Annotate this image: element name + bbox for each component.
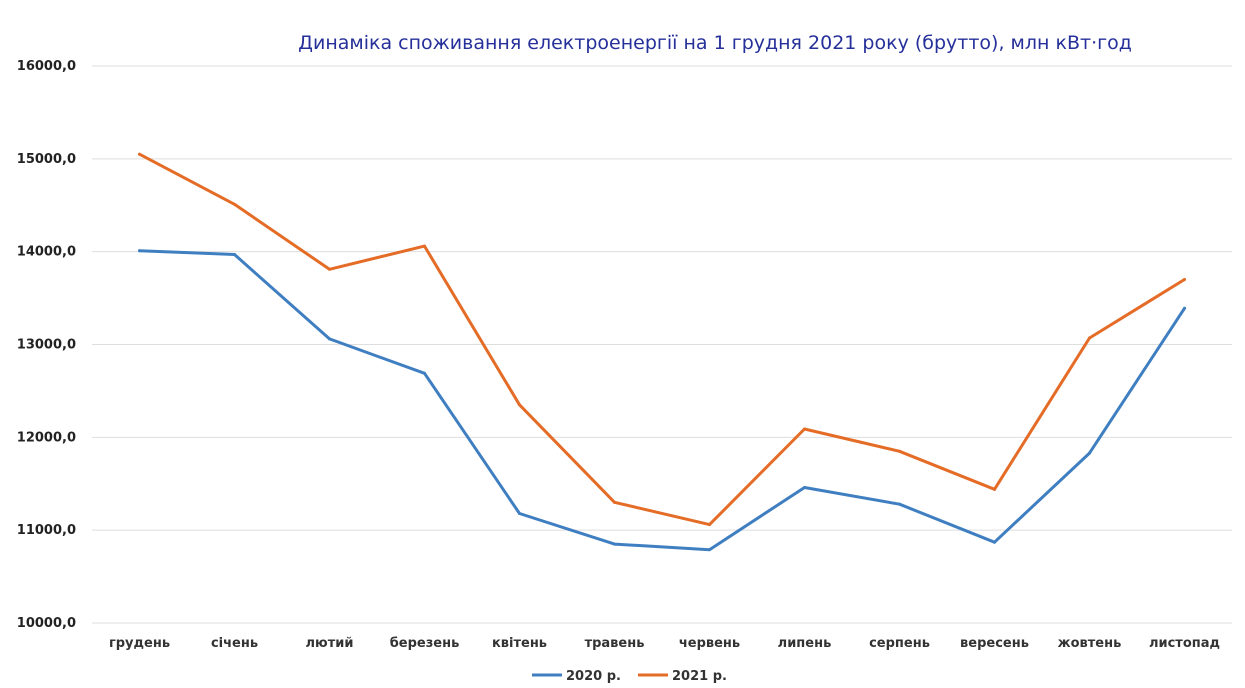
x-tick-label: липень bbox=[778, 636, 832, 651]
y-tick-label: 11000,0 bbox=[17, 523, 76, 538]
chart-title: Динаміка споживання електроенергії на 1 … bbox=[298, 32, 1132, 54]
data-point bbox=[423, 244, 426, 248]
x-tick-label: червень bbox=[679, 636, 740, 651]
x-tick-label: березень bbox=[390, 636, 460, 651]
data-point bbox=[803, 485, 806, 489]
series-line-1 bbox=[138, 249, 1186, 552]
legend-label: 2020 р. bbox=[566, 669, 621, 684]
data-point bbox=[993, 487, 996, 491]
gridlines bbox=[92, 65, 1232, 624]
y-tick-label: 13000,0 bbox=[17, 338, 76, 353]
y-tick-label: 10000,0 bbox=[17, 616, 76, 631]
series-lines bbox=[138, 152, 1186, 552]
data-point bbox=[233, 202, 236, 206]
data-point bbox=[328, 337, 331, 341]
data-point bbox=[138, 152, 141, 156]
x-tick-label: квітень bbox=[492, 636, 547, 651]
x-tick-label: грудень bbox=[109, 636, 170, 651]
data-point bbox=[993, 540, 996, 544]
y-tick-label: 15000,0 bbox=[17, 152, 76, 167]
data-point bbox=[613, 542, 616, 546]
data-point bbox=[803, 427, 806, 431]
data-point bbox=[613, 500, 616, 504]
x-tick-label: травень bbox=[585, 636, 645, 651]
y-tick-label: 12000,0 bbox=[17, 430, 76, 445]
data-point bbox=[1183, 278, 1186, 282]
x-tick-label: серпень bbox=[869, 636, 930, 651]
series-line-2 bbox=[138, 152, 1186, 527]
data-point bbox=[328, 267, 331, 271]
x-tick-label: жовтень bbox=[1058, 636, 1122, 651]
data-point bbox=[138, 249, 141, 253]
y-axis-ticks: 10000,0 11000,0 12000,0 13000,0 14000,0 15000… bbox=[17, 59, 76, 631]
x-axis-ticks: грудень січень лютий березень квітень травень… bbox=[109, 636, 1220, 651]
data-point bbox=[423, 371, 426, 375]
data-point bbox=[518, 403, 521, 407]
x-tick-label: лютий bbox=[306, 636, 354, 651]
x-tick-label: вересень bbox=[960, 636, 1029, 651]
data-point bbox=[518, 511, 521, 515]
x-tick-label: січень bbox=[211, 636, 258, 651]
x-tick-label: листопад bbox=[1149, 636, 1220, 651]
y-tick-label: 16000,0 bbox=[17, 59, 76, 74]
data-point bbox=[708, 548, 711, 552]
data-point bbox=[1183, 306, 1186, 310]
data-point bbox=[233, 252, 236, 256]
data-point bbox=[898, 449, 901, 453]
legend-label: 2021 р. bbox=[672, 669, 727, 684]
data-point bbox=[708, 523, 711, 527]
data-point bbox=[1088, 451, 1091, 455]
data-point bbox=[1088, 336, 1091, 340]
y-tick-label: 14000,0 bbox=[17, 245, 76, 260]
legend: 2020 р. 2021 р. bbox=[532, 669, 727, 684]
data-point bbox=[898, 502, 901, 506]
